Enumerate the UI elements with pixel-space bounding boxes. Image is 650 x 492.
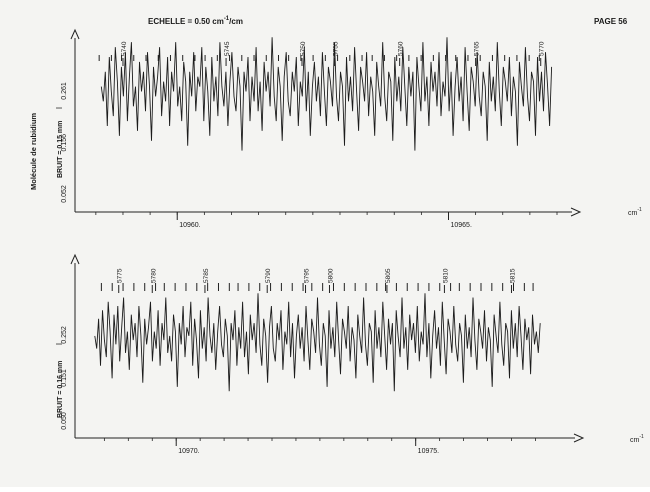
- line-number-label: 5810: [442, 268, 449, 283]
- line-number-label: 5795: [304, 268, 311, 283]
- page-number: PAGE 56: [594, 17, 628, 26]
- y-axis-label: I: [55, 343, 64, 345]
- y-axis-arrow: [70, 253, 80, 265]
- spectrum-panel-1: 10960. 10965. cm-1 0.052 0.156 0.261 I BRUIT = …: [55, 28, 642, 229]
- spectrum-trace: [100, 37, 553, 151]
- line-number-label: 5780: [150, 268, 157, 283]
- line-number-label: 5765: [474, 41, 481, 56]
- line-number-label: 5785: [203, 268, 210, 283]
- scale-label: ECHELLE = 0.50 cm-1/cm: [148, 16, 243, 26]
- line-number-label: 5770: [539, 41, 546, 56]
- x-axis-unit: cm-1: [630, 434, 644, 444]
- line-number-label: 5740: [121, 41, 128, 56]
- noise-label: BRUIT = 0.16 mm: [57, 361, 64, 418]
- y-tick-label: 0.261: [61, 82, 68, 100]
- x-axis-unit: cm-1: [628, 207, 642, 217]
- y-axis-label: I: [55, 107, 64, 109]
- line-number-label: 5745: [224, 41, 231, 56]
- line-number-label: 5800: [327, 268, 334, 283]
- line-number-label: 5790: [265, 268, 272, 283]
- x-tick-label: 10975.: [418, 448, 439, 455]
- noise-label: BRUIT = 0.15 mm: [57, 121, 64, 178]
- x-axis-arrow: [570, 207, 582, 217]
- side-label: Molécule de rubidium: [29, 113, 38, 190]
- spectrum-trace: [94, 293, 541, 392]
- x-tick-label: 10960.: [179, 222, 200, 229]
- y-tick-label: 0.151: [61, 369, 68, 387]
- line-number-label: 5815: [509, 268, 516, 283]
- x-axis-arrow: [573, 433, 585, 443]
- line-number-label: 5755: [333, 41, 340, 56]
- line-number-label: 5750: [300, 41, 307, 56]
- y-tick-label: 0.052: [61, 185, 68, 203]
- line-number-label: 5775: [117, 268, 124, 283]
- y-axis-arrow: [70, 28, 80, 40]
- y-tick-label: 0.156: [61, 134, 68, 152]
- x-tick-label: 10965.: [450, 222, 471, 229]
- line-number-label: 5760: [398, 41, 405, 56]
- y-tick-label: 0.050: [61, 412, 68, 430]
- line-number-label: 5805: [385, 268, 392, 283]
- x-tick-label: 10970.: [178, 448, 199, 455]
- y-tick-label: 0.252: [61, 326, 68, 344]
